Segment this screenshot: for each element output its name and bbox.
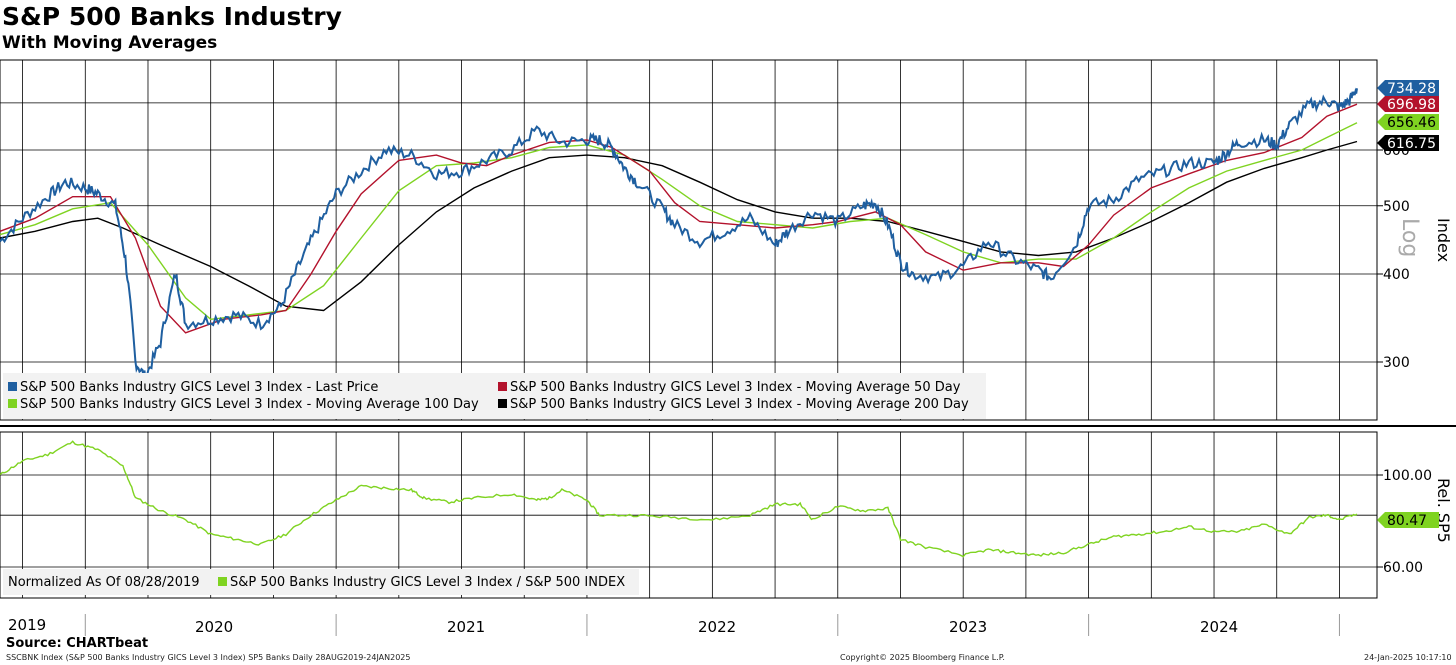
value-tag-text: 696.98 xyxy=(1387,97,1436,113)
legend-swatch-ma200 xyxy=(498,399,507,408)
y-axis-label: Rel. SP5 xyxy=(1434,478,1453,543)
legend-label-ma200: S&P 500 Banks Industry GICS Level 3 Inde… xyxy=(510,397,969,412)
relative-value-tag: 80.47 xyxy=(1377,512,1439,529)
x-tick-label: 2020 xyxy=(195,618,233,636)
value-tag-text: 656.46 xyxy=(1387,115,1436,131)
y-tick-label: 500 xyxy=(1383,199,1410,215)
x-tick-label: 2021 xyxy=(447,618,485,636)
legend-bg xyxy=(3,373,986,419)
y-tick-label: 300 xyxy=(1383,355,1410,371)
value-tag-bg xyxy=(1377,512,1439,528)
timestamp: 24-Jan-2025 10:17:10 xyxy=(1364,653,1452,662)
x-tick-label: 2019 xyxy=(8,616,46,634)
legend-label-ma100: S&P 500 Banks Industry GICS Level 3 Inde… xyxy=(20,397,479,412)
y-tick-label: 60.00 xyxy=(1383,560,1423,576)
value-tag-bg xyxy=(1377,114,1439,130)
value-tag-text: 734.28 xyxy=(1387,81,1436,97)
legend-label-ma50: S&P 500 Banks Industry GICS Level 3 Inde… xyxy=(510,380,961,395)
ma200-value-tag: 616.75 xyxy=(1377,135,1439,152)
value-tag-bg xyxy=(1377,80,1439,96)
y-tick-label: 400 xyxy=(1383,267,1410,283)
legend-swatch-price xyxy=(8,382,17,391)
price-line xyxy=(0,87,1358,384)
x-tick-label: 2024 xyxy=(1200,618,1238,636)
relative-line xyxy=(0,440,1358,558)
value-tag-text: 80.47 xyxy=(1387,513,1427,529)
ma50-value-tag: 696.98 xyxy=(1377,96,1439,113)
ticker-info: SSCBNK Index (S&P 500 Banks Industry GIC… xyxy=(6,653,411,662)
legend-swatch-ma50 xyxy=(498,382,507,391)
legend-bg xyxy=(3,569,639,595)
top-legend: S&P 500 Banks Industry GICS Level 3 Inde… xyxy=(3,373,986,419)
chart-title: S&P 500 Banks Industry xyxy=(2,2,342,31)
legend-label-relative: S&P 500 Banks Industry GICS Level 3 Inde… xyxy=(230,575,625,590)
source-note: Source: CHARTbeat xyxy=(6,636,149,651)
legend-label-price: S&P 500 Banks Industry GICS Level 3 Inde… xyxy=(20,380,378,395)
value-tag-bg xyxy=(1377,96,1439,112)
legend-swatch-relative xyxy=(218,577,227,586)
legend-swatch-ma100 xyxy=(8,399,17,408)
ma200-line xyxy=(0,140,1358,312)
scale-label: Log xyxy=(1397,218,1422,257)
x-tick-label: 2022 xyxy=(698,618,736,636)
x-tick-label: 2023 xyxy=(949,618,987,636)
y-axis-label: Index xyxy=(1434,218,1453,262)
normalized-note: Normalized As Of 08/28/2019 xyxy=(8,575,200,590)
bottom-legend: Normalized As Of 08/28/2019 S&P 500 Banks… xyxy=(3,569,639,595)
top-panel-frame xyxy=(0,59,1378,421)
value-tag-text: 616.75 xyxy=(1387,136,1436,152)
price-value-tag: 734.28 xyxy=(1377,80,1439,97)
ma100-value-tag: 656.46 xyxy=(1377,114,1439,131)
y-tick-label: 100.00 xyxy=(1383,468,1432,484)
value-tag-bg xyxy=(1377,135,1439,151)
copyright-note: Copyright© 2025 Bloomberg Finance L.P. xyxy=(840,653,1005,662)
chart-subtitle: With Moving Averages xyxy=(2,33,218,53)
